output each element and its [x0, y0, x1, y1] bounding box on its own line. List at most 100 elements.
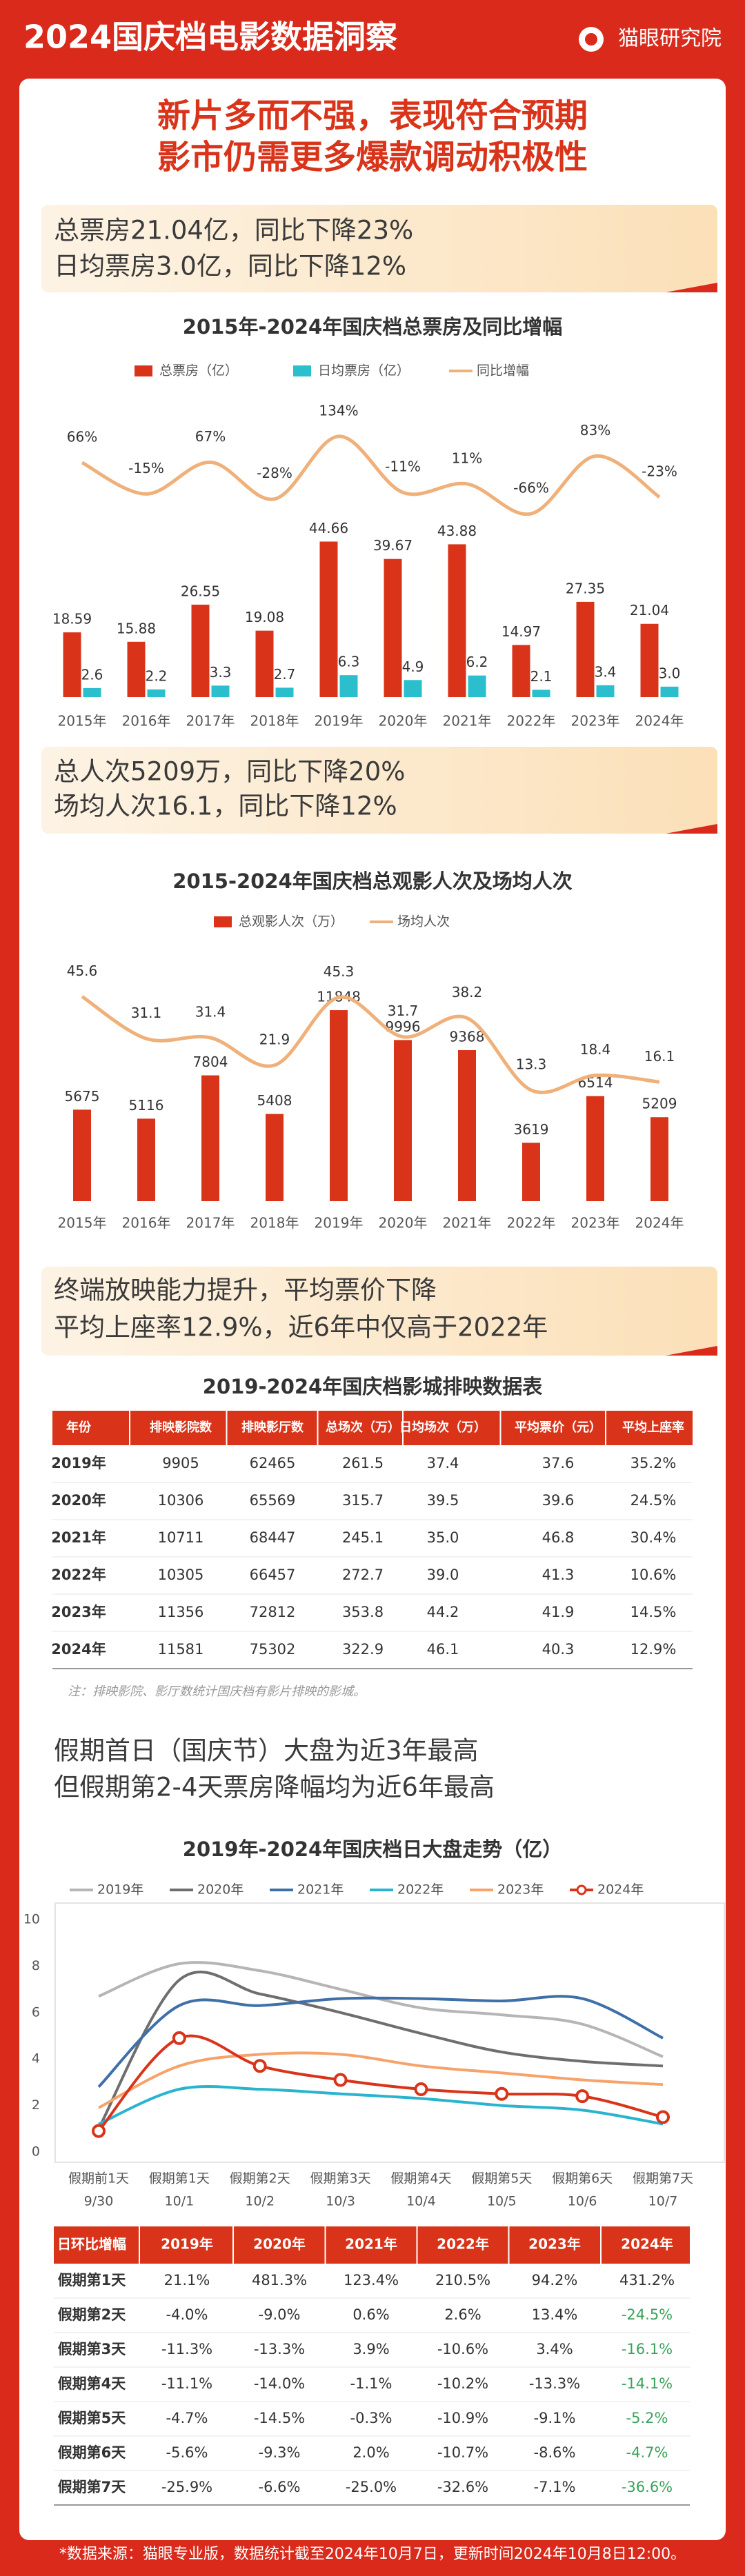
chart-title: 2015年-2024年国庆档总票房及同比增幅 — [183, 315, 562, 339]
table-cell: -9.1% — [534, 2410, 576, 2426]
x-tick-date: 10/4 — [406, 2194, 436, 2209]
table-cell: 2024年 — [51, 1641, 106, 1658]
bar — [640, 623, 659, 697]
bar — [532, 690, 550, 697]
callout-text: 假期首日（国庆节）大盘为近3年最高 — [54, 1736, 479, 1766]
bar-value-label: 4.9 — [402, 658, 424, 675]
table-header-cell: 排映影厅数 — [241, 1420, 304, 1435]
x-tick-label: 2016年 — [122, 1215, 171, 1231]
table-cell: -9.0% — [259, 2306, 301, 2323]
table-cell: 35.2% — [630, 1455, 677, 1471]
table-cell: 39.5 — [427, 1492, 459, 1509]
table-cell: 72812 — [250, 1604, 296, 1620]
line-value-label: 66% — [67, 428, 97, 445]
bar — [275, 687, 294, 697]
line-value-label: 38.2 — [452, 984, 483, 1000]
legend-label: 2021年 — [297, 1882, 344, 1898]
line-value-label: 83% — [580, 422, 610, 439]
line-value-label: -28% — [257, 465, 292, 481]
callout-text: 终端放映能力提升，平均票价下降 — [54, 1276, 437, 1305]
x-tick-label: 假期第2天 — [230, 2171, 290, 2186]
bar — [458, 1050, 476, 1201]
brand-logo-inner — [585, 33, 597, 46]
table-cell: -14.0% — [254, 2375, 305, 2392]
bar — [512, 645, 530, 697]
table-cell: 39.0 — [427, 1567, 459, 1583]
line-value-label: 16.1 — [644, 1048, 675, 1065]
legend-label: 日均票房（亿） — [318, 363, 410, 379]
bar — [73, 1109, 91, 1201]
line — [81, 995, 660, 1094]
x-tick-label: 2021年 — [443, 713, 492, 729]
bar-value-label: 27.35 — [566, 580, 605, 596]
table-cell: -5.2% — [626, 2410, 668, 2426]
table-header-cell: 平均票价（元） — [515, 1420, 602, 1435]
x-tick-date: 10/6 — [568, 2194, 597, 2209]
x-tick-label: 2018年 — [250, 713, 299, 729]
table-cell: 46.8 — [542, 1529, 575, 1546]
x-tick-label: 2023年 — [571, 713, 620, 729]
table-cell: 假期第4天 — [58, 2375, 127, 2392]
line-value-label: 45.3 — [324, 963, 355, 980]
line-value-label: 67% — [195, 428, 226, 445]
chart-title: 2019年-2024年国庆档日大盘走势（亿） — [183, 1838, 562, 1861]
x-tick-label: 2015年 — [58, 1215, 107, 1231]
table-cell: 245.1 — [342, 1529, 384, 1546]
bar — [468, 675, 486, 697]
line-marker — [575, 2089, 590, 2104]
x-tick-label: 2022年 — [507, 713, 556, 729]
table-cell: 123.4% — [344, 2272, 399, 2288]
plot-frame — [54, 1902, 725, 2163]
table-cell: -1.1% — [350, 2375, 393, 2392]
line-value-label: -15% — [128, 460, 164, 476]
table-cell: -0.3% — [350, 2410, 393, 2426]
bar — [576, 601, 595, 697]
x-tick-label: 2020年 — [379, 713, 428, 729]
callout-box — [41, 205, 717, 292]
x-tick-label: 2021年 — [443, 1215, 492, 1231]
table-cell: 假期第2天 — [58, 2306, 127, 2323]
x-tick-label: 假期第5天 — [471, 2171, 532, 2186]
page-title: 2024国庆档电影数据洞察 — [23, 19, 397, 56]
table-cell: -4.7% — [166, 2410, 208, 2426]
headline: 影市仍需更多爆款调动积极性 — [157, 138, 588, 177]
table-cell: 3.4% — [536, 2341, 573, 2357]
legend-label: 2024年 — [597, 1882, 644, 1898]
bar-value-label: 7804 — [193, 1054, 228, 1070]
table-cell: -4.7% — [626, 2444, 668, 2461]
line-marker — [495, 2086, 509, 2101]
bar-value-label: 18.59 — [52, 611, 92, 627]
line-marker — [172, 2031, 186, 2045]
line-value-label: 45.6 — [67, 963, 98, 979]
bar — [255, 630, 274, 697]
bar-value-label: 6.2 — [466, 654, 488, 670]
bar — [384, 559, 402, 697]
line-value-label: 31.1 — [131, 1005, 162, 1021]
line-value-label: 31.7 — [388, 1003, 419, 1019]
legend-marker — [576, 1884, 587, 1895]
line-value-label: 13.3 — [516, 1056, 547, 1073]
headline: 新片多而不强，表现符合预期 — [157, 97, 588, 135]
line — [98, 2085, 664, 2126]
table-cell: -25.0% — [346, 2479, 397, 2495]
table-cell: 35.0 — [427, 1529, 459, 1546]
x-tick-label: 2017年 — [186, 1215, 235, 1231]
line-marker — [92, 2124, 106, 2138]
line-value-label: 31.4 — [195, 1003, 226, 1020]
line-marker — [333, 2073, 348, 2087]
table-cell: -11.1% — [161, 2375, 212, 2392]
table-cell: 37.4 — [427, 1455, 459, 1471]
table-header — [54, 2226, 690, 2264]
table-cell: 2.0% — [352, 2444, 389, 2461]
callout-corner — [666, 824, 717, 834]
table-cell: 41.9 — [542, 1604, 575, 1620]
table-cell: -9.3% — [259, 2444, 301, 2461]
table-cell: -13.3% — [254, 2341, 305, 2357]
table-cell: -10.2% — [437, 2375, 488, 2392]
callout-text: 日均票房3.0亿，同比下降12% — [54, 252, 406, 281]
bar-value-label: 15.88 — [117, 620, 156, 636]
line-value-label: 11% — [452, 450, 482, 466]
bar-value-label: 5209 — [642, 1096, 677, 1112]
callout-text: 平均上座率12.9%，近6年中仅高于2022年 — [54, 1313, 548, 1342]
